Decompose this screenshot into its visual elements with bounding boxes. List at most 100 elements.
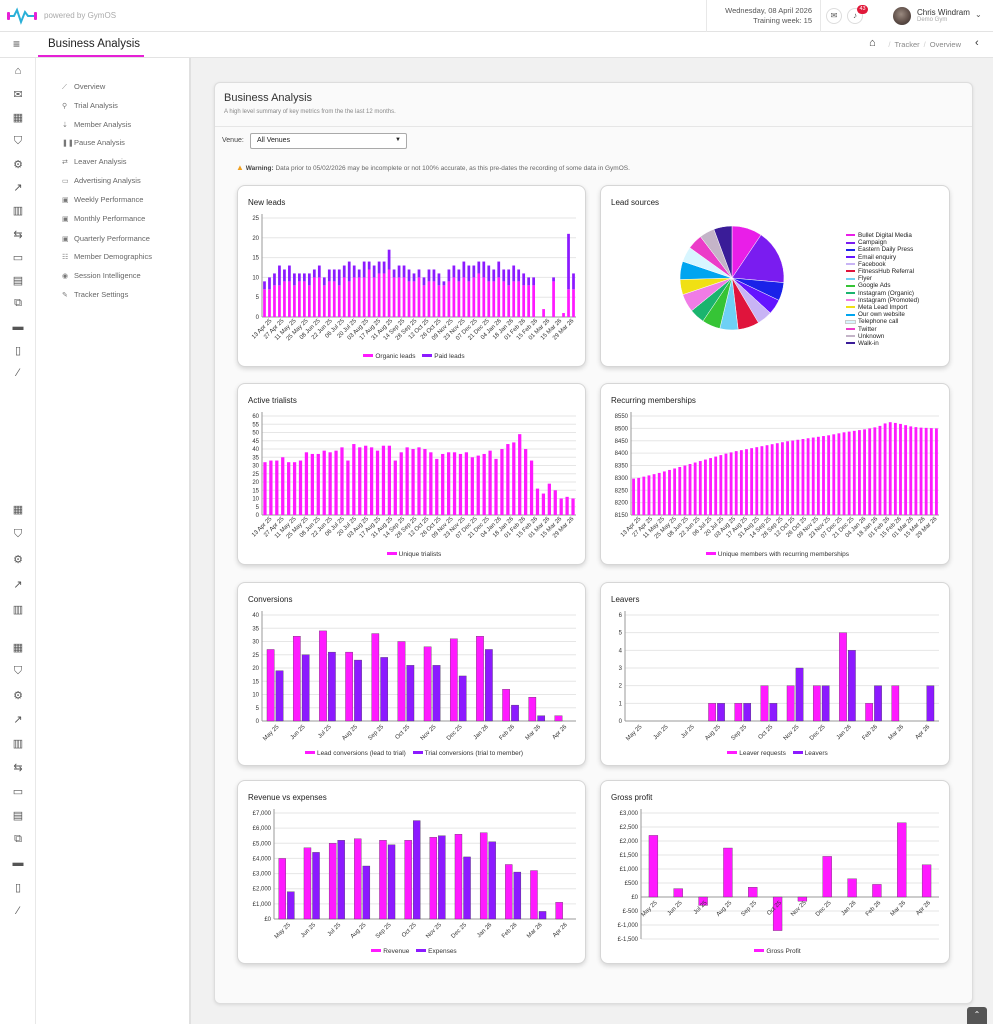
gears-icon[interactable]: ⚙ xyxy=(13,554,23,566)
legend-item[interactable]: Email enquiry xyxy=(846,254,919,261)
legend-item[interactable]: Google Ads xyxy=(846,282,919,289)
legend-item[interactable]: Instagram (Promoted) xyxy=(846,297,919,304)
bar xyxy=(298,273,301,282)
legend-item[interactable]: Unknown xyxy=(846,333,919,340)
menu-item-quarterly-performance[interactable]: ▣ Quarterly Performance xyxy=(62,234,150,243)
legend-item[interactable]: Walk-in xyxy=(846,340,919,347)
menu-item-trial-analysis[interactable]: ⚲ Trial Analysis xyxy=(62,101,118,110)
back-chevron-icon[interactable]: ‹ xyxy=(975,37,979,49)
bar xyxy=(447,281,451,317)
ticket-icon[interactable]: ⧉ xyxy=(14,833,22,845)
legend-unique-trialists[interactable]: Unique trialists xyxy=(398,551,442,558)
home-icon[interactable]: ⌂ xyxy=(869,37,876,49)
bar xyxy=(340,447,344,515)
gymos-logo-icon[interactable] xyxy=(6,7,38,25)
library-icon[interactable]: ▥ xyxy=(12,738,24,750)
recurring-memberships-panel: Recurring memberships 8150 8200 8250 8300 83… xyxy=(600,383,950,565)
legend-item[interactable]: Eastern Daily Press xyxy=(846,246,919,253)
bar xyxy=(334,450,338,515)
hamburger-menu-icon[interactable]: ≡ xyxy=(13,37,21,51)
legend-item[interactable]: Instagram (Organic) xyxy=(846,290,919,297)
legend-trial-conversions[interactable]: Trial conversions (trial to member) xyxy=(424,750,524,757)
scroll-to-top-button[interactable]: ⌃ xyxy=(967,1007,987,1024)
legend-paid-leads[interactable]: Paid leads xyxy=(434,353,465,360)
legend-item[interactable]: FitnessHub Referral xyxy=(846,268,919,275)
table-icon[interactable]: ▤ xyxy=(12,810,24,822)
library-icon[interactable]: ▥ xyxy=(12,604,24,616)
legend-item[interactable]: Facebook xyxy=(846,261,919,268)
menu-item-weekly-performance[interactable]: ▣ Weekly Performance xyxy=(62,195,144,204)
menu-item-tracker-settings[interactable]: ✎ Tracker Settings xyxy=(62,290,129,299)
bar xyxy=(463,856,471,920)
document-icon[interactable]: ▯ xyxy=(14,345,22,357)
user-name[interactable]: Chris Windram xyxy=(917,8,970,17)
bar xyxy=(346,460,350,515)
calendar-quarter-icon: ▣ xyxy=(62,236,69,243)
venue-select[interactable]: All Venues ▼ xyxy=(250,133,407,149)
menu-item-pause-analysis[interactable]: ❚❚Pause Analysis xyxy=(62,138,125,147)
bar xyxy=(505,864,513,920)
legend-item[interactable]: Campaign xyxy=(846,239,919,246)
ticket-icon[interactable]: ⧉ xyxy=(14,297,22,309)
bar xyxy=(283,281,286,317)
bar xyxy=(572,273,575,290)
bar xyxy=(402,277,406,317)
legend-item[interactable]: Twitter xyxy=(846,326,919,333)
bar xyxy=(652,474,656,515)
legend-item[interactable]: Telephone call xyxy=(845,318,919,325)
share-icon[interactable]: ↗ xyxy=(13,714,23,726)
brush-icon[interactable]: ⁄ xyxy=(17,905,19,917)
bar xyxy=(637,477,641,515)
avatar[interactable] xyxy=(893,7,911,25)
table-icon[interactable]: ▤ xyxy=(12,275,24,287)
shield-icon[interactable]: ⛉ xyxy=(13,135,23,147)
menu-item-overview[interactable]: ⟋ Overview xyxy=(62,82,106,91)
legend-item[interactable]: Our own website xyxy=(846,311,919,318)
shuffle-icon[interactable]: ⇆ xyxy=(13,762,23,774)
breadcrumb-tracker[interactable]: Tracker xyxy=(894,40,920,49)
conversions-panel: Conversions 0 5 10 15 20 25 30 35 40 May 25 Jun 25… xyxy=(237,582,586,766)
legend-item[interactable]: Bullet Digital Media xyxy=(846,232,919,239)
library-icon[interactable]: ▥ xyxy=(12,205,24,217)
legend-leaver-requests[interactable]: Leaver requests xyxy=(739,750,786,757)
shield-icon[interactable]: ⛉ xyxy=(13,665,23,677)
shuffle-icon[interactable]: ⇆ xyxy=(13,229,23,241)
calendar-icon[interactable]: ▦ xyxy=(12,112,24,124)
wallet-icon[interactable]: ▬ xyxy=(12,321,24,333)
menu-item-leaver-analysis[interactable]: ⇄ Leaver Analysis xyxy=(62,157,127,166)
legend-expenses[interactable]: Expenses xyxy=(428,948,457,955)
x-tick-label: Nov 25 xyxy=(790,900,808,918)
bar xyxy=(304,452,309,515)
menu-item-session-intelligence[interactable]: ◉ Session Intelligence xyxy=(62,271,141,280)
messages-button[interactable]: ✉ xyxy=(826,8,842,24)
legend-item[interactable]: Flyer xyxy=(846,275,919,282)
bar xyxy=(441,453,445,515)
share-icon[interactable]: ↗ xyxy=(13,579,23,591)
share-icon[interactable]: ↗ xyxy=(13,182,23,194)
gears-icon[interactable]: ⚙ xyxy=(13,159,23,171)
store-icon[interactable]: ▭ xyxy=(12,786,24,798)
home-icon[interactable]: ⌂ xyxy=(14,65,22,77)
legend-lead-conversions[interactable]: Lead conversions (lead to trial) xyxy=(316,750,406,757)
gears-icon[interactable]: ⚙ xyxy=(13,690,23,702)
calendar-icon[interactable]: ▦ xyxy=(12,642,24,654)
legend-item[interactable]: Meta Lead Import xyxy=(846,304,919,311)
brush-icon[interactable]: ⁄ xyxy=(17,367,19,379)
legend-recurring-members[interactable]: Unique members with recurring membership… xyxy=(717,551,850,558)
envelope-icon[interactable]: ✉ xyxy=(13,89,23,101)
store-icon[interactable]: ▭ xyxy=(12,252,24,264)
calendar-icon[interactable]: ▦ xyxy=(12,504,24,516)
document-icon[interactable]: ▯ xyxy=(14,882,22,894)
menu-item-monthly-performance[interactable]: ▣ Monthly Performance xyxy=(62,214,146,223)
legend-gross-profit[interactable]: Gross Profit xyxy=(766,948,801,955)
menu-item-advertising-analysis[interactable]: ▭ Advertising Analysis xyxy=(62,176,141,185)
legend-leavers[interactable]: Leavers xyxy=(804,750,828,757)
shield-icon[interactable]: ⛉ xyxy=(13,528,23,540)
wallet-icon[interactable]: ▬ xyxy=(12,857,24,869)
user-menu-chevron-down-icon[interactable]: ⌄ xyxy=(975,10,982,19)
legend-revenue[interactable]: Revenue xyxy=(383,948,410,955)
bar xyxy=(464,452,469,515)
menu-item-member-demographics[interactable]: ☷ Member Demographics xyxy=(62,252,152,261)
legend-organic-leads[interactable]: Organic leads xyxy=(375,353,416,360)
menu-item-member-analysis[interactable]: ⇣ Member Analysis xyxy=(62,120,132,129)
